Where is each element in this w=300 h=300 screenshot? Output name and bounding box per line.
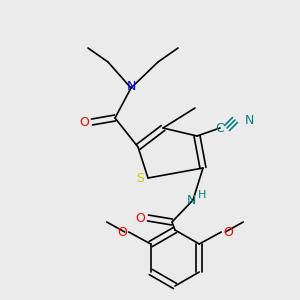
Text: O: O (117, 226, 127, 238)
Text: N: N (126, 80, 136, 92)
Text: O: O (135, 212, 145, 224)
Text: O: O (223, 226, 233, 238)
Text: N: N (186, 194, 196, 206)
Text: C: C (216, 122, 224, 134)
Text: N: N (244, 113, 254, 127)
Text: O: O (79, 116, 89, 128)
Text: H: H (198, 190, 206, 200)
Text: S: S (136, 172, 144, 184)
